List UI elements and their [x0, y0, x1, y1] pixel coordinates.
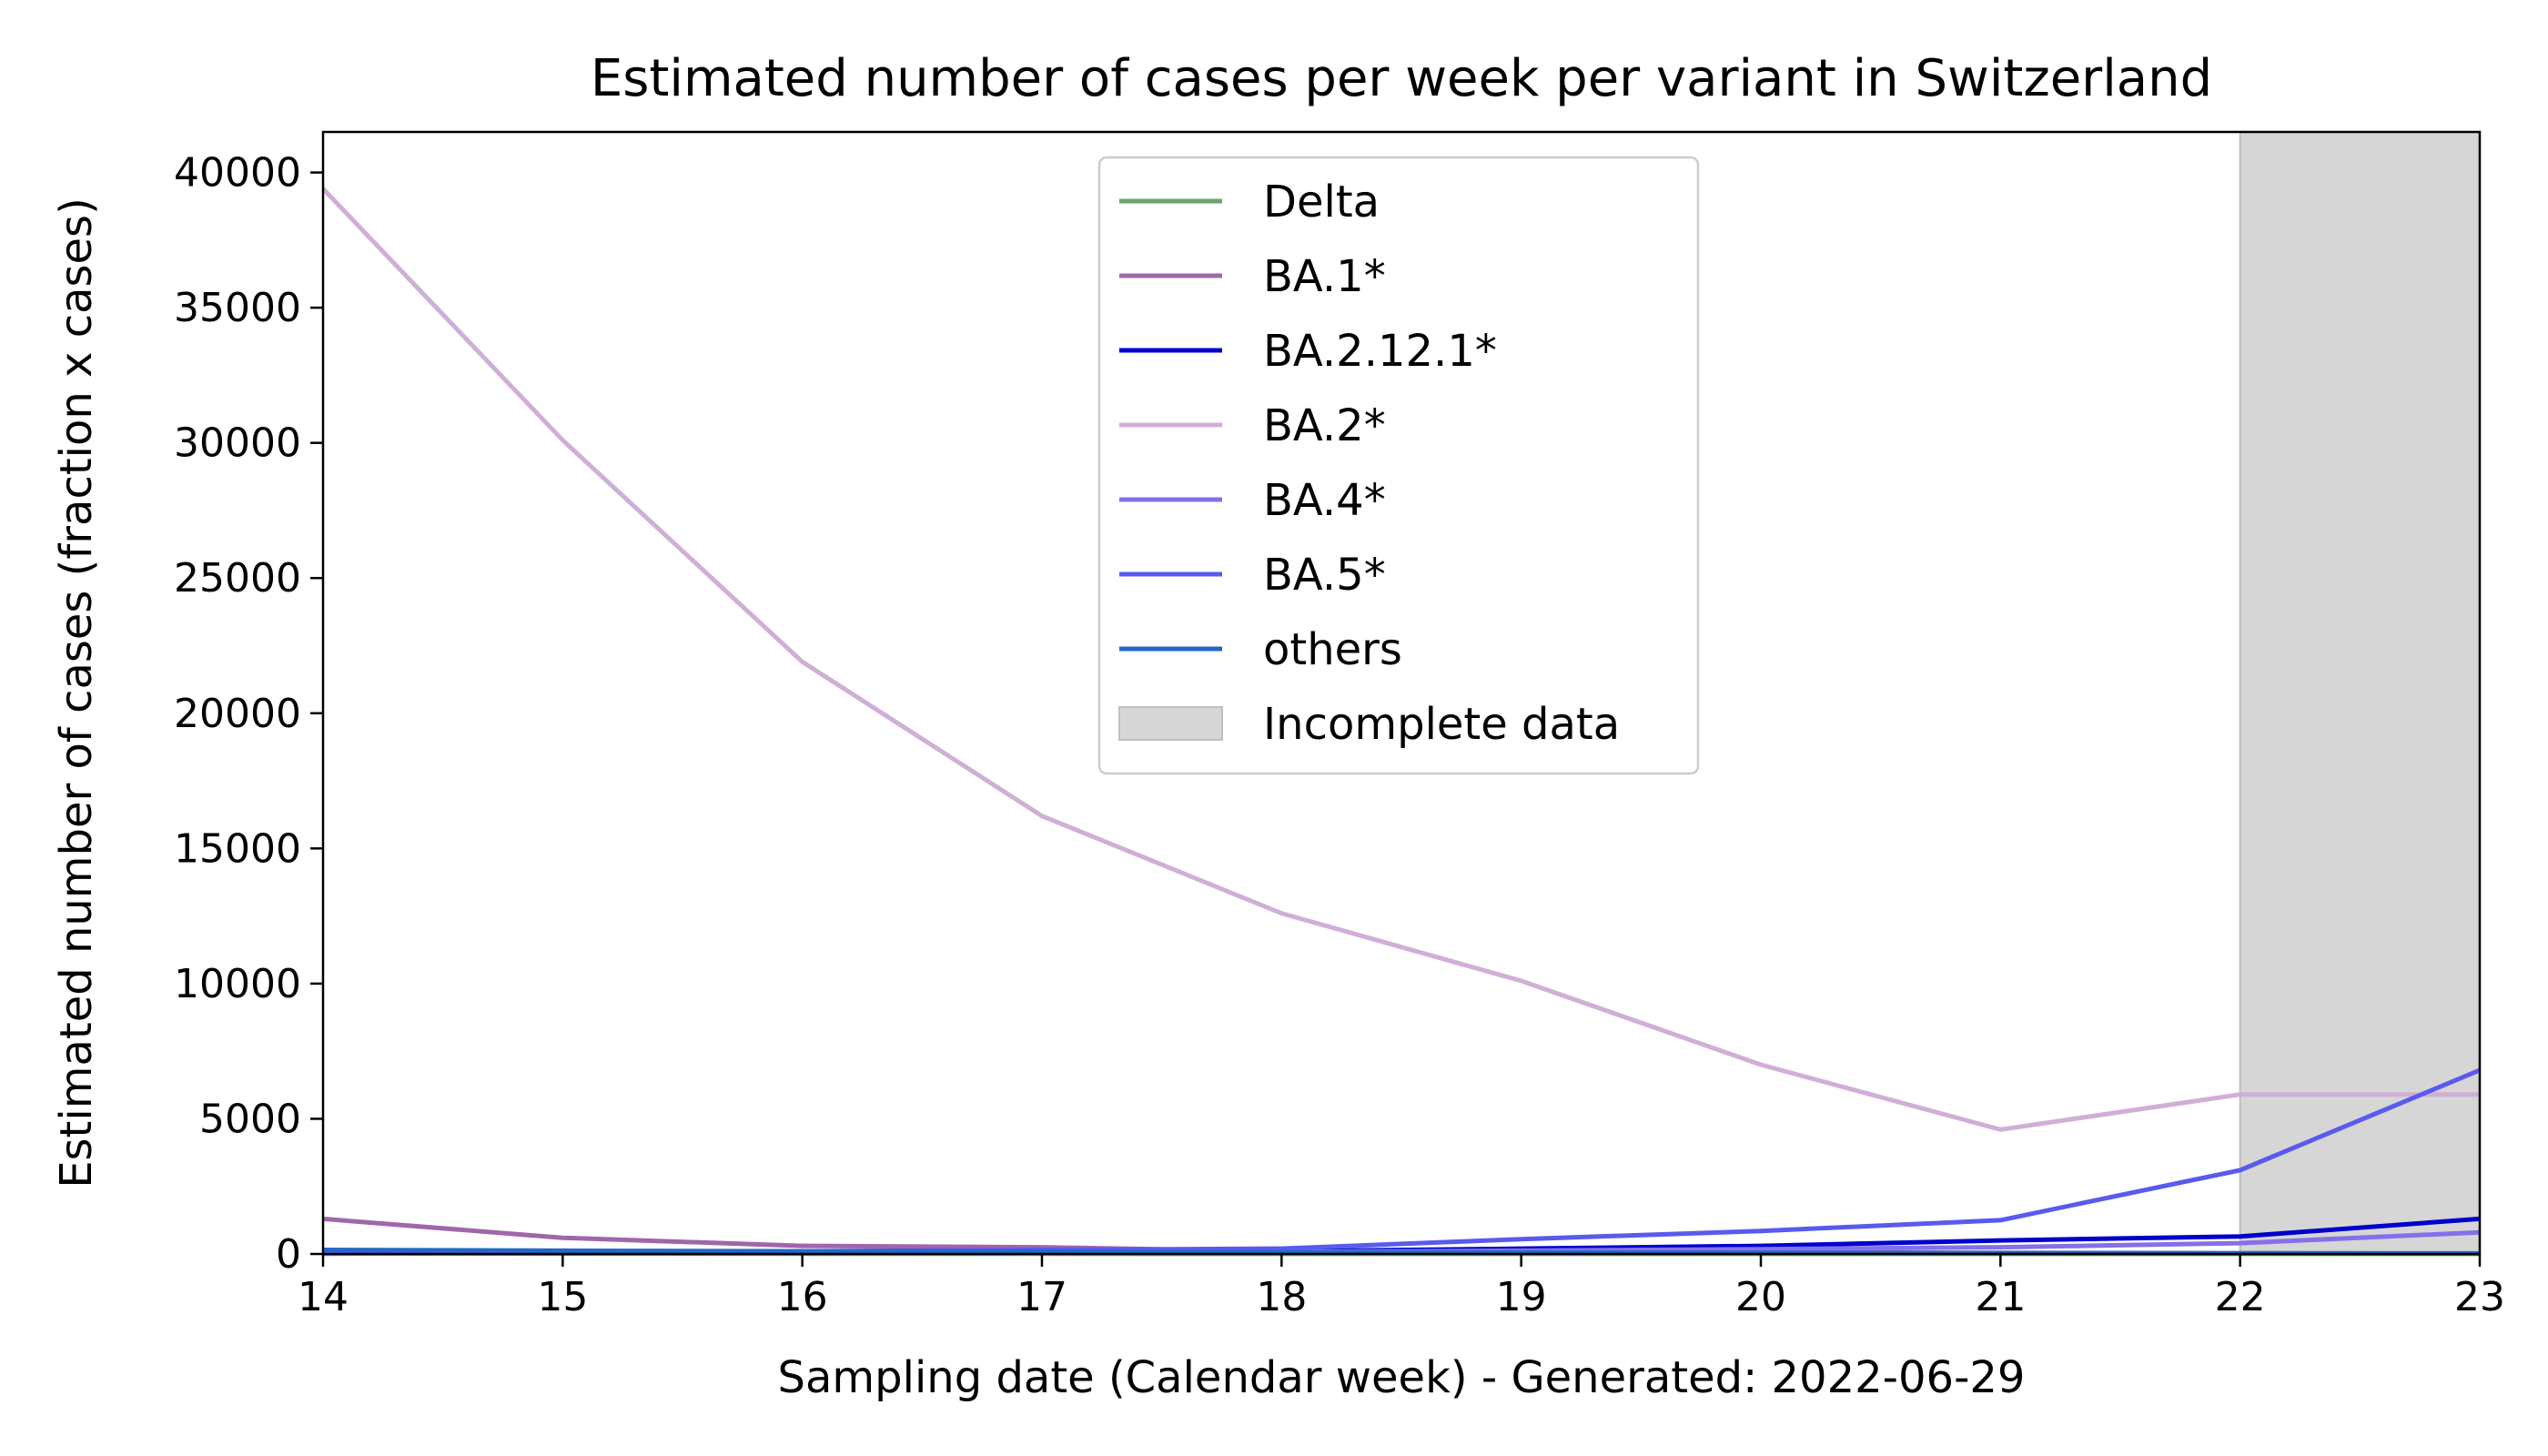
- x-tick-label: 16: [777, 1274, 828, 1320]
- plot-frame: [321, 130, 2482, 1256]
- incomplete-data-region: [2239, 131, 2482, 1255]
- x-tick-label: 21: [1975, 1274, 2026, 1320]
- x-axis-title: Sampling date (Calendar week) - Generate…: [778, 1352, 2026, 1403]
- legend-label-ba-2: BA.2*: [1263, 400, 1386, 451]
- x-tick-label: 15: [537, 1274, 588, 1320]
- x-tick-label: 17: [1016, 1274, 1067, 1320]
- y-tick-label: 5000: [199, 1096, 301, 1142]
- x-tick-label: 14: [298, 1274, 349, 1320]
- shaded-region-layer: [2239, 131, 2482, 1255]
- y-tick-label: 20000: [174, 691, 301, 737]
- x-tick-label: 19: [1496, 1274, 1547, 1320]
- x-ticks: 14 15 16 17 18 19 20 21 22 23: [298, 1254, 2505, 1320]
- x-tick-label: 23: [2454, 1274, 2505, 1320]
- legend-label-incomplete-data: Incomplete data: [1263, 699, 1620, 750]
- legend-swatch-incomplete-data: [1118, 706, 1223, 741]
- legend-label-others: others: [1263, 624, 1402, 675]
- legend-label-ba-4: BA.4*: [1263, 475, 1386, 526]
- y-tick-label: 25000: [174, 555, 301, 602]
- series-line-ba-2-12-1: [322, 1216, 2481, 1256]
- legend-label-ba-2-12-1: BA.2.12.1*: [1263, 326, 1497, 377]
- legend-label-ba-5: BA.5*: [1263, 550, 1386, 601]
- legend-label-ba-1: BA.1*: [1263, 251, 1386, 302]
- y-ticks: 0 5000 10000 15000 20000 25000 30000 35000 40000: [174, 150, 323, 1278]
- y-tick-label: 10000: [174, 961, 301, 1007]
- legend-label-delta: Delta: [1263, 177, 1380, 228]
- y-tick-label: 30000: [174, 420, 301, 467]
- y-tick-label: 15000: [174, 825, 301, 872]
- series-line-ba-2: [321, 187, 2480, 1132]
- y-axis-title: Estimated number of cases (fraction x ca…: [51, 197, 102, 1188]
- y-tick-label: 0: [276, 1231, 301, 1278]
- x-tick-label: 22: [2215, 1274, 2266, 1320]
- series-line-ba-5: [322, 1067, 2481, 1255]
- x-tick-label: 18: [1256, 1274, 1307, 1320]
- y-tick-label: 40000: [174, 150, 301, 197]
- legend-box: [1097, 156, 1700, 775]
- legend: Delta BA.1* BA.2.12.1* BA.2* BA.4* BA.5* other…: [1097, 156, 1700, 775]
- x-tick-label: 20: [1735, 1274, 1786, 1320]
- y-tick-label: 35000: [174, 285, 301, 331]
- chart-title: Estimated number of cases per week per v…: [591, 49, 2212, 108]
